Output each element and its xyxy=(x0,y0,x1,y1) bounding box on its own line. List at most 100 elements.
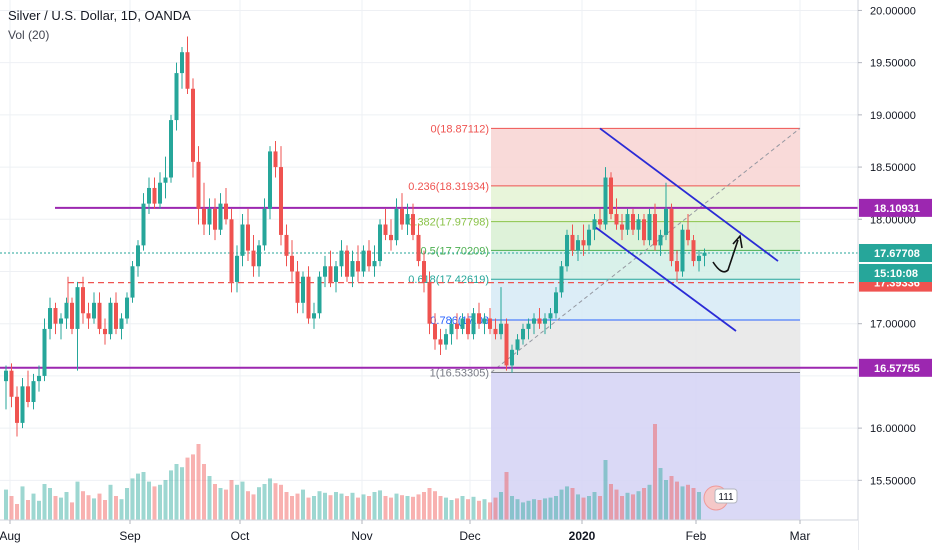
candle-body xyxy=(257,245,261,267)
candle-body xyxy=(169,120,173,178)
volume-bar xyxy=(328,495,333,520)
volume-bar xyxy=(631,494,635,520)
volume-bar xyxy=(103,500,107,520)
volume-bar xyxy=(416,494,421,520)
volume-bar xyxy=(86,495,91,520)
volume-bar xyxy=(257,487,261,520)
volume-bar xyxy=(664,480,668,520)
volume-bar xyxy=(427,488,432,520)
volume-bar xyxy=(658,468,663,520)
candle-body xyxy=(141,203,146,246)
volume-bar xyxy=(504,472,509,520)
candle-body xyxy=(180,52,184,74)
candle-body xyxy=(471,313,476,335)
volume-bar xyxy=(251,494,256,520)
candle-body xyxy=(114,302,118,329)
candle-body xyxy=(218,203,223,230)
fibonacci-retracement[interactable]: 0(18.87112) 0.236(18.31934) 0.382(17.97798… xyxy=(408,123,801,530)
volume-bar xyxy=(411,496,415,520)
price-tick-label: 20.00000 xyxy=(870,5,916,17)
price-axis[interactable]: 20.00000 19.50000 19.00000 18.50000 18.00000… xyxy=(857,0,932,550)
candle-body xyxy=(345,250,349,277)
time-tick-label: Oct xyxy=(231,529,250,543)
candle-body xyxy=(251,250,256,267)
volume-bar xyxy=(235,484,239,520)
volume-bar xyxy=(268,478,272,520)
volume-bar xyxy=(240,481,245,520)
volume-bar xyxy=(422,492,426,520)
volume-bar xyxy=(460,496,465,520)
candle-body xyxy=(202,208,206,225)
candle-body xyxy=(466,318,470,335)
volume-bar xyxy=(169,470,173,520)
horizontal-lines[interactable] xyxy=(0,206,858,369)
candle-body xyxy=(515,339,520,350)
volume-bar xyxy=(378,490,382,520)
candle-body xyxy=(125,297,129,319)
volume-bar xyxy=(185,457,190,520)
candle-body xyxy=(262,208,267,246)
volume-bar xyxy=(136,473,140,520)
candle-body xyxy=(328,266,333,282)
candle-body xyxy=(268,151,272,209)
volume-bar xyxy=(108,484,113,520)
candle-body xyxy=(510,349,514,366)
volume-bar xyxy=(614,489,619,520)
volume-bar xyxy=(97,493,102,520)
volume-bar xyxy=(394,493,399,520)
candle-body xyxy=(301,276,305,303)
volume-bar xyxy=(603,460,608,520)
candle-body xyxy=(548,313,553,319)
candle-body xyxy=(504,323,509,366)
volume-bar xyxy=(141,472,146,520)
volume-bar xyxy=(37,500,41,520)
volume-bar xyxy=(433,491,437,520)
volume-bar xyxy=(488,502,492,520)
volume-bar xyxy=(471,496,476,520)
fib-zone xyxy=(491,279,800,321)
candle-body xyxy=(631,214,635,230)
candle-body xyxy=(394,208,399,241)
candle-body xyxy=(240,224,245,256)
candle-body xyxy=(312,313,316,319)
volume-bar xyxy=(350,492,355,520)
volume-bar xyxy=(570,488,575,520)
volume-bar xyxy=(642,488,646,520)
price-label: 18.10931 xyxy=(874,203,920,215)
candle-body xyxy=(323,266,327,277)
candle-body xyxy=(350,261,355,277)
candle-body xyxy=(361,250,366,272)
candle-body xyxy=(609,177,613,215)
candle-body xyxy=(196,161,201,209)
volume-bar xyxy=(70,502,74,520)
volume-bar xyxy=(163,480,168,520)
time-axis[interactable]: Aug Sep Oct Nov Dec 2020 Feb Mar xyxy=(0,519,858,550)
volume-bar xyxy=(224,489,228,520)
fib-level-label: 0.5(17.70209) xyxy=(421,245,490,257)
candle-body xyxy=(383,224,388,235)
candlesticks xyxy=(4,36,707,437)
candle-body xyxy=(130,266,135,298)
volume-bar xyxy=(675,481,679,520)
candle-body xyxy=(86,313,91,319)
candle-body xyxy=(493,328,498,335)
price-label-box xyxy=(859,198,932,217)
fib-zone xyxy=(491,128,800,186)
volume-bar xyxy=(477,500,481,520)
volume-bar xyxy=(625,492,630,520)
candle-body xyxy=(15,396,19,423)
projection-arrow xyxy=(712,234,743,273)
volume-badge: 111 xyxy=(718,492,734,503)
trend-drawings[interactable]: 111 xyxy=(595,127,779,511)
candle-body xyxy=(334,266,338,282)
volume-bar xyxy=(389,497,393,520)
candle-body xyxy=(697,255,701,262)
volume-bar xyxy=(669,476,674,520)
candle-body xyxy=(532,318,536,324)
price-tick-label: 17.00000 xyxy=(870,319,916,331)
volume-bar xyxy=(482,499,487,520)
candle-body xyxy=(411,214,415,235)
volume-bar xyxy=(400,495,404,520)
volume-bar xyxy=(4,489,8,520)
